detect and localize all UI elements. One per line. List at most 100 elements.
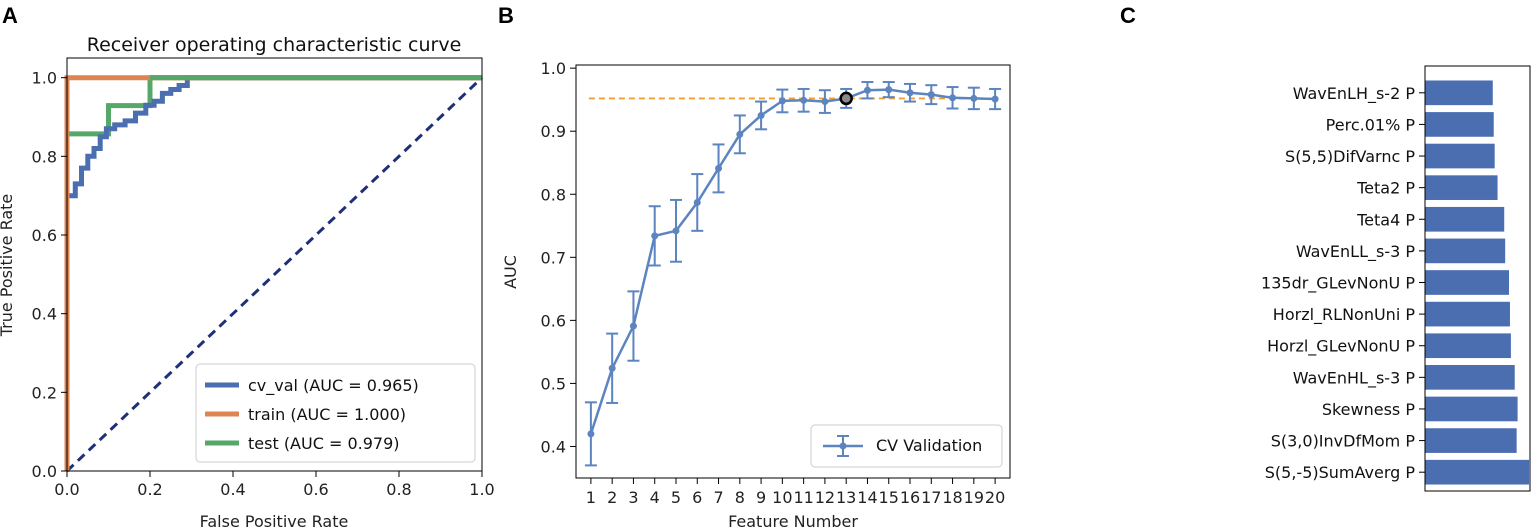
legend-label-cv-validation: CV Validation: [876, 436, 982, 455]
auc-ytick-label: 0.7: [541, 248, 566, 267]
auc-ytick-label: 0.9: [541, 122, 566, 141]
roc-line-cv: [64, 75, 482, 471]
roc-ytick-label: 1.0: [32, 69, 57, 88]
auc-ytick-label: 0.6: [541, 311, 566, 330]
roc-xtick-label: 0.8: [386, 480, 411, 499]
auc-xtick-label: 4: [650, 488, 660, 507]
roc-xlabel: False Positive Rate: [200, 512, 349, 531]
feature-bar: [1425, 301, 1510, 327]
auc-point: [651, 232, 659, 240]
auc-xlabel: Feature Number: [728, 512, 858, 531]
auc-xtick-label: 7: [713, 488, 723, 507]
auc-legend: CV Validation: [810, 424, 1003, 468]
auc-ylabel: AUC: [501, 255, 520, 289]
feature-bar-label: WavEnLH_s-2 P: [1293, 84, 1416, 104]
roc-legend: cv_val (AUC = 0.965) train (AUC = 1.000)…: [195, 363, 476, 463]
auc-point: [757, 111, 765, 119]
auc-xtick-label: 8: [735, 488, 745, 507]
feature-importance-chart: WavEnLH_s-2 P Perc.01% P S(5,5)DifVarnc P T…: [1261, 65, 1531, 492]
feature-bar-label: Teta2 P: [1356, 179, 1415, 198]
auc-xtick-label: 2: [607, 488, 617, 507]
auc-xtick-label: 19: [964, 488, 984, 507]
auc-xtick-label: 17: [921, 488, 941, 507]
feature-bar: [1425, 238, 1506, 264]
auc-point: [587, 430, 595, 438]
roc-title: Receiver operating characteristic curve: [87, 34, 462, 56]
auc-xtick-label: 16: [900, 488, 920, 507]
auc-point: [927, 91, 935, 99]
auc-point: [949, 94, 957, 102]
auc-ytick-label: 0.8: [541, 185, 566, 204]
roc-xtick-label: 0.0: [54, 480, 79, 499]
feature-bar-label: S(5,-5)SumAverg P: [1265, 463, 1416, 482]
roc-legend-box: [195, 363, 476, 463]
roc-ytick-label: 0.8: [32, 147, 57, 166]
auc-xtick-label: 18: [942, 488, 962, 507]
feature-bar: [1425, 428, 1517, 453]
roc-xtick-label: 0.4: [220, 480, 245, 499]
auc-ytick-label: 0.5: [541, 374, 566, 393]
feature-bar-label: Skewness P: [1322, 400, 1416, 419]
feature-bar-label: S(5,5)DifVarnc P: [1285, 147, 1415, 166]
auc-xtick-label: 13: [836, 488, 856, 507]
roc-chance-line: [65, 76, 484, 473]
feature-bar: [1425, 206, 1505, 232]
roc-ylabel: True Positive Rate: [0, 194, 16, 338]
auc-point: [970, 94, 978, 102]
feature-bar-label: WavEnHL_s-3 P: [1293, 368, 1416, 388]
auc-point: [693, 198, 701, 206]
auc-point: [778, 97, 786, 105]
feature-bar: [1425, 143, 1495, 169]
feature-bar-label: Horzl_GLevNonU P: [1267, 337, 1415, 357]
feature-bar: [1425, 396, 1518, 422]
panel-label-b: B: [498, 3, 514, 28]
auc-legend-box: [810, 424, 1003, 468]
auc-axes-frame: [575, 64, 1011, 479]
auc-xtick-label: 9: [756, 488, 766, 507]
feature-bar: [1425, 365, 1515, 390]
auc-point: [629, 322, 637, 330]
feature-bar-label: WavEnLL_s-3 P: [1296, 242, 1416, 262]
roc-axes-frame: [66, 57, 483, 472]
feature-bar-label: 135dr_GLevNonU P: [1261, 274, 1415, 294]
roc-chart: Receiver operating characteristic curve …: [0, 34, 495, 531]
auc-xtick-label: 11: [793, 488, 813, 507]
legend-label-cv: cv_val (AUC = 0.965): [248, 376, 419, 396]
auc-xtick-label: 14: [857, 488, 877, 507]
auc-point: [736, 130, 744, 138]
roc-xtick-label: 0.6: [303, 480, 328, 499]
bar-axes-frame: [1424, 65, 1531, 492]
feature-bar: [1425, 270, 1509, 295]
auc-xtick-label: 6: [692, 488, 702, 507]
auc-point: [821, 98, 829, 106]
roc-xtick-label: 0.2: [137, 480, 162, 499]
auc-xtick-label: 20: [985, 488, 1005, 507]
feature-bar-label: Teta4 P: [1356, 210, 1415, 229]
auc-point: [863, 86, 871, 94]
auc-xtick-label: 15: [879, 488, 899, 507]
feature-bar: [1425, 80, 1493, 106]
auc-chart: 1 2 3 4 5 6 7 8 9 10 11 12 13 14 15 16 17 18 19 200.40.50.6…: [501, 59, 1011, 531]
roc-ytick-label: 0.0: [32, 462, 57, 481]
feature-bar: [1425, 459, 1530, 485]
auc-point: [715, 164, 723, 172]
feature-bar-label: Horzl_RLNonUni P: [1273, 305, 1416, 325]
roc-ytick-label: 0.4: [32, 305, 57, 324]
auc-xtick-label: 1: [586, 488, 596, 507]
roc-xtick-label: 1.0: [469, 480, 494, 499]
auc-ytick-label: 1.0: [541, 59, 566, 78]
auc-point: [672, 227, 680, 235]
legend-label-test: test (AUC = 0.979): [248, 434, 400, 453]
auc-xtick-label: 10: [772, 488, 792, 507]
panel-label-c: C: [1120, 3, 1136, 28]
auc-point: [906, 89, 914, 97]
auc-xtick-label: 5: [671, 488, 681, 507]
auc-ytick-label: 0.4: [541, 437, 566, 456]
feature-bar: [1425, 175, 1498, 200]
auc-point: [800, 96, 808, 104]
auc-point: [608, 364, 616, 372]
feature-bar-label: S(3,0)InvDfMom P: [1271, 432, 1416, 451]
auc-series-line: [589, 88, 996, 435]
auc-highlight-point: [839, 91, 853, 106]
